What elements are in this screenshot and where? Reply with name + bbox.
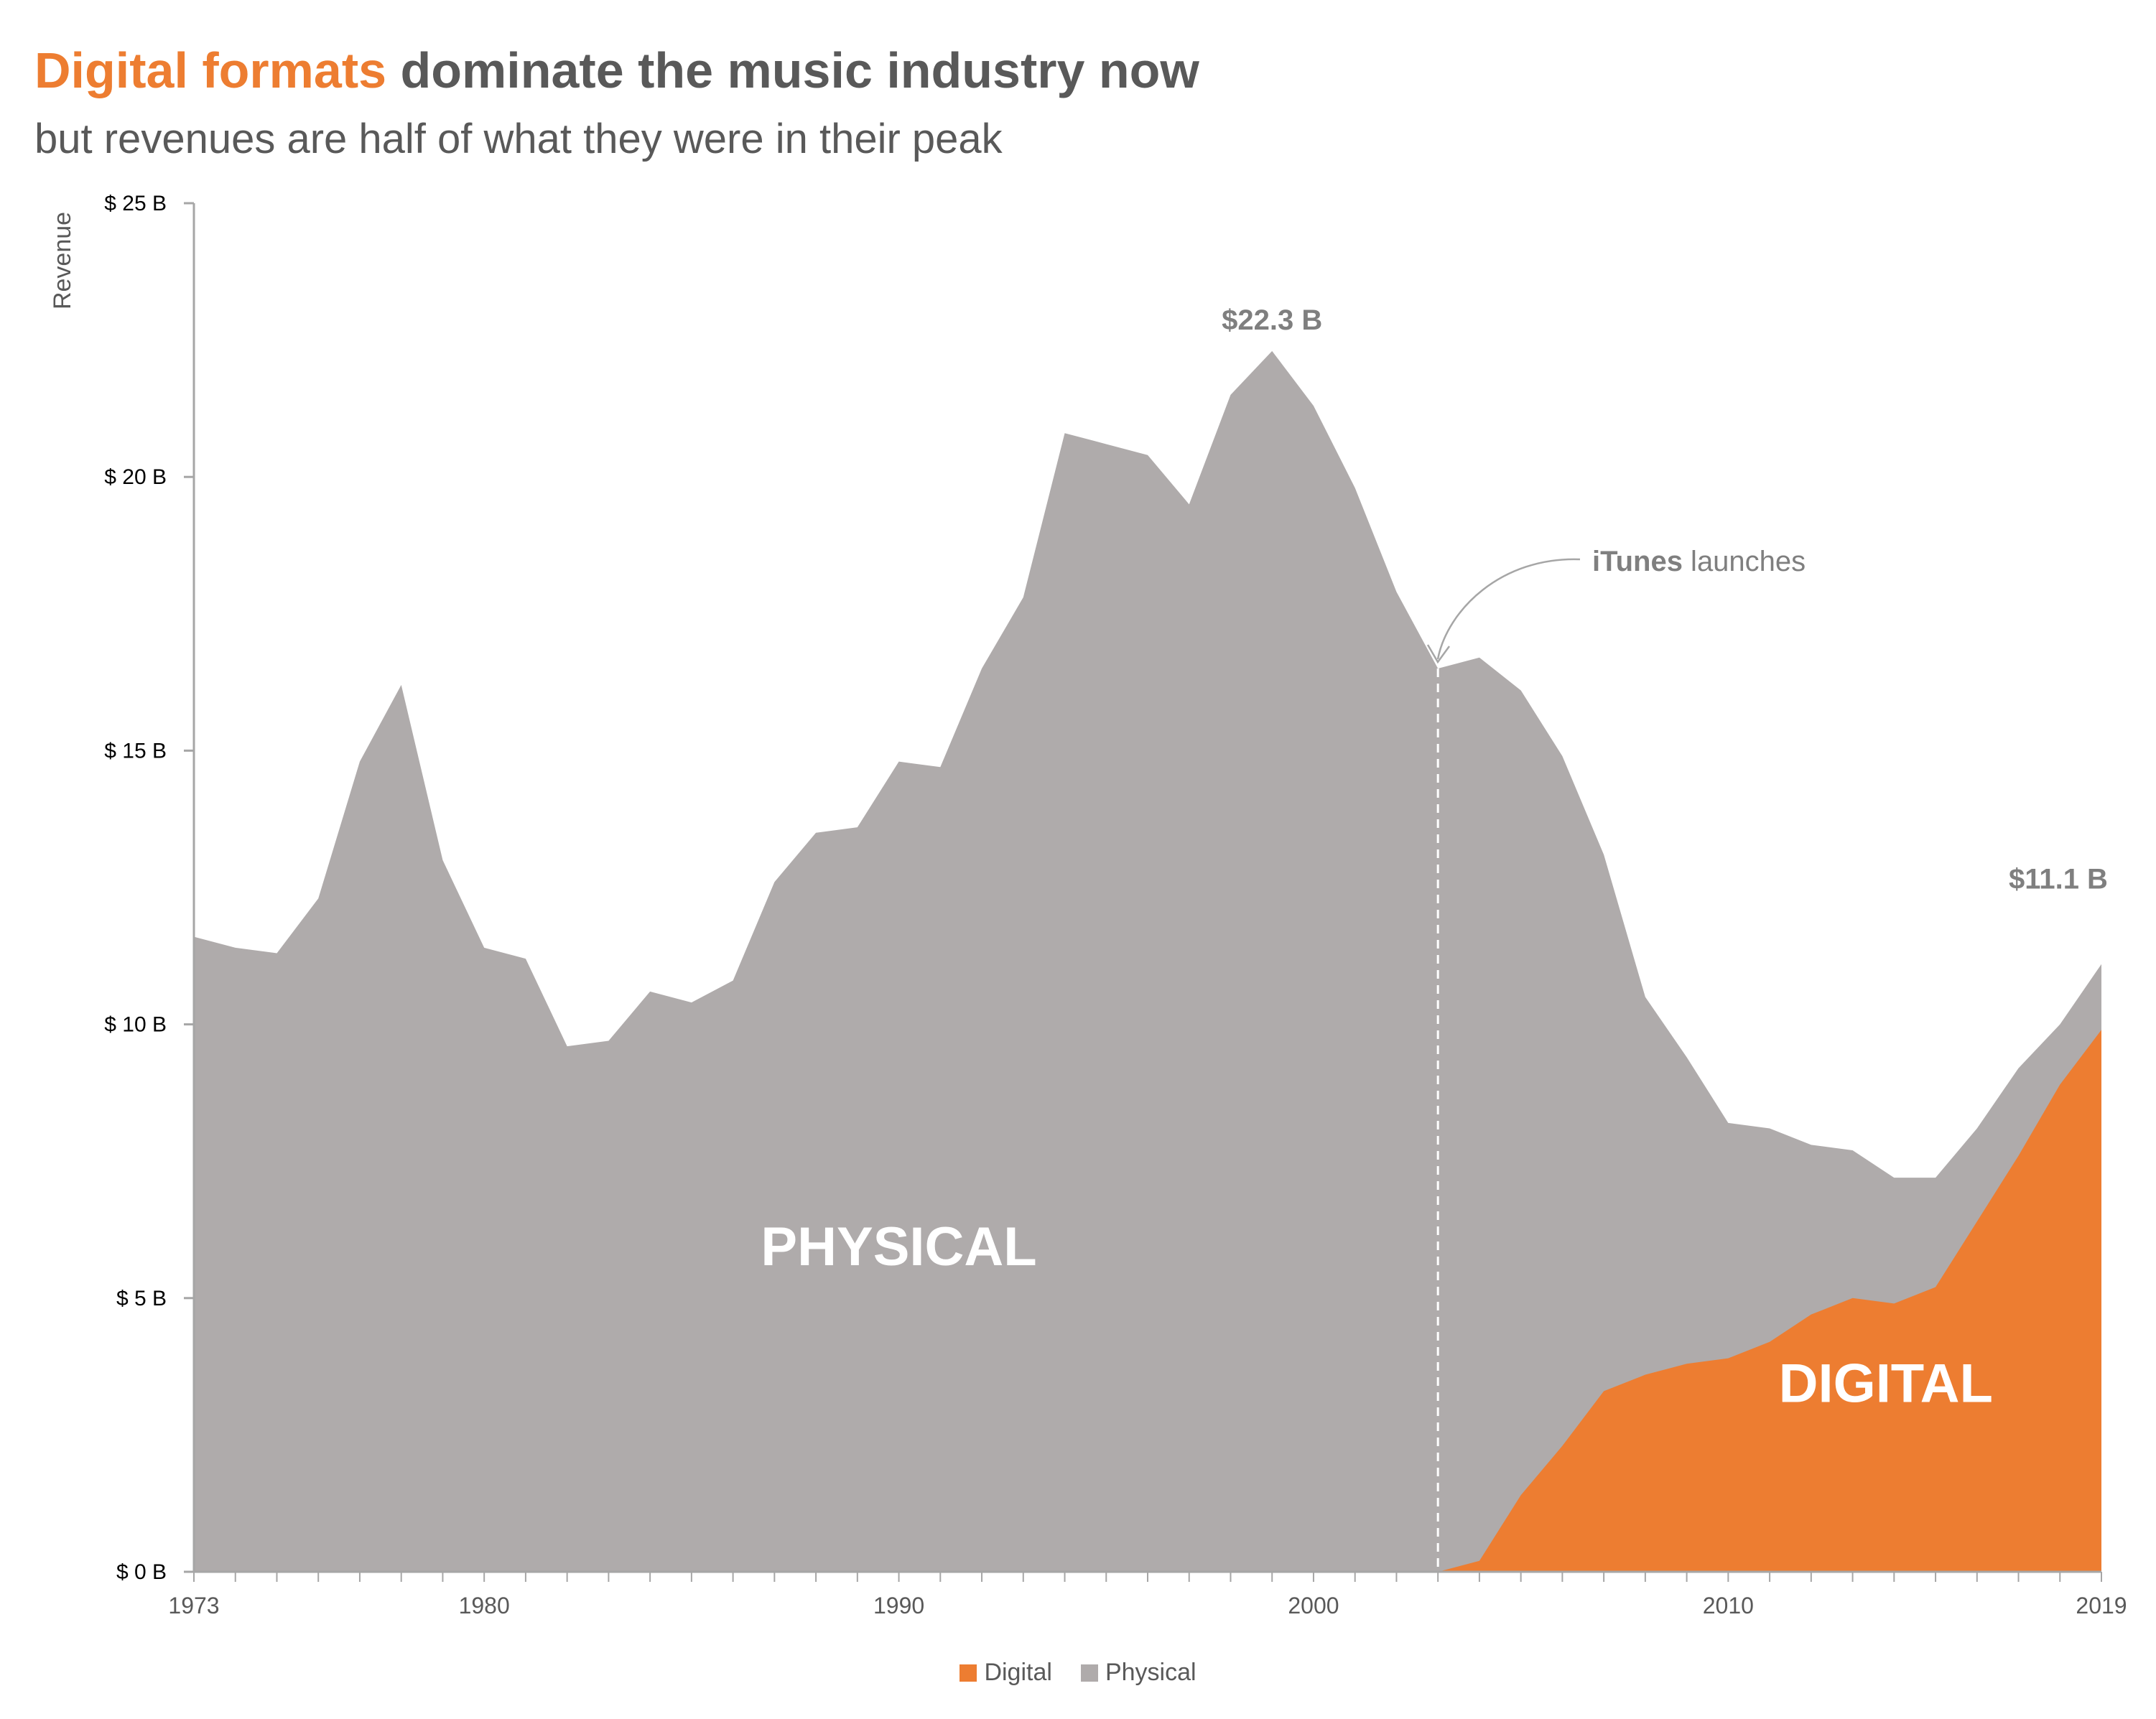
digital-area <box>194 1030 2101 1572</box>
y-tick-label: $ 15 B <box>104 739 167 763</box>
x-tick-label: 1973 <box>168 1593 219 1618</box>
legend-item-physical: Physical <box>1080 1659 1197 1687</box>
legend-label-digital: Digital <box>984 1659 1052 1686</box>
itunes-arrow-head <box>1426 644 1451 664</box>
y-tick-label: $ 5 B <box>116 1287 167 1310</box>
x-tick-label: 2019 <box>2076 1593 2127 1618</box>
chart-subtitle: but revenues are half of what they were … <box>34 116 1003 162</box>
itunes-annotation-bold: iTunes <box>1592 546 1683 577</box>
itunes-annotation: iTunes launches <box>1592 546 1806 577</box>
legend-label-physical: Physical <box>1105 1659 1197 1686</box>
y-tick-label: $ 25 B <box>104 192 167 215</box>
x-tick-label: 2000 <box>1288 1593 1339 1618</box>
legend-swatch-digital <box>959 1664 977 1682</box>
y-tick-label: $ 10 B <box>104 1013 167 1037</box>
peak-value-label: $22.3 B <box>1222 304 1322 336</box>
legend-item-digital: Digital <box>959 1659 1052 1687</box>
legend-swatch-physical <box>1080 1664 1098 1682</box>
x-tick-label: 1990 <box>873 1593 924 1618</box>
physical-area-label: PHYSICAL <box>761 1216 1036 1277</box>
y-tick-label: $ 20 B <box>104 465 167 489</box>
chart-title-rest: dominate the music industry now <box>386 42 1199 98</box>
chart-title: Digital formats dominate the music indus… <box>34 42 1199 99</box>
itunes-arrow-curve <box>1436 558 1581 660</box>
x-tick-label: 2010 <box>1703 1593 1754 1618</box>
chart-title-highlight: Digital formats <box>34 42 387 98</box>
x-tick-label: 1980 <box>459 1593 510 1618</box>
itunes-annotation-rest: launches <box>1683 546 1806 577</box>
y-tick-label: $ 0 B <box>116 1560 167 1584</box>
end-value-label: $11.1 B <box>2009 864 2108 895</box>
digital-area-label: DIGITAL <box>1779 1354 1993 1415</box>
y-axis-title: Revenue <box>49 212 76 309</box>
physical-area <box>194 350 2101 1572</box>
legend: Digital Physical <box>0 1659 2156 1687</box>
